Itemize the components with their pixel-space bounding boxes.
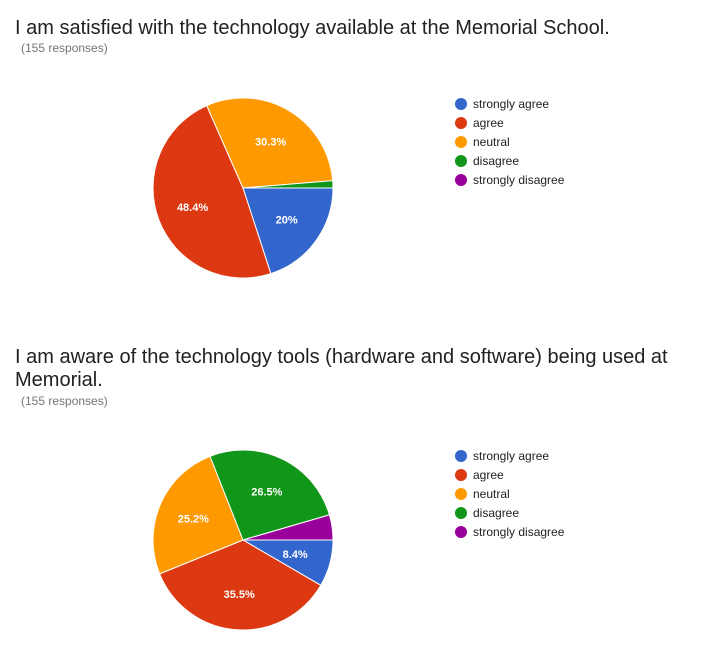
- pie-chart: 20% 48.4% 30.3%: [152, 97, 334, 279]
- legend-item-strongly-disagree[interactable]: strongly disagree: [455, 522, 564, 541]
- pie-slice-disagree: [242, 180, 334, 189]
- slice-label-disagree: 26.5%: [251, 487, 282, 499]
- pie-slice-neutral: [206, 97, 334, 189]
- legend-item-disagree[interactable]: disagree: [455, 503, 564, 522]
- slice-label-agree: 48.4%: [177, 202, 208, 214]
- pie-slice-strongly-disagree: [242, 514, 334, 541]
- legend-swatch: [455, 525, 467, 538]
- pie-slice-agree: [158, 539, 322, 631]
- legend-label: neutral: [473, 486, 510, 501]
- legend: strongly agree agree neutral disagree strong…: [455, 94, 564, 189]
- legend-label: strongly agree: [473, 448, 550, 463]
- legend-swatch: [455, 116, 467, 129]
- legend-swatch: [455, 154, 467, 167]
- legend-item-disagree[interactable]: disagree: [455, 151, 564, 170]
- legend-swatch: [455, 173, 467, 186]
- chart-title: I am satisfied with the technology avail…: [15, 17, 610, 39]
- legend-label: strongly disagree: [473, 172, 565, 187]
- response-count: (155 responses): [21, 41, 108, 55]
- legend-item-agree[interactable]: agree: [455, 465, 564, 484]
- legend-item-agree[interactable]: agree: [455, 113, 564, 132]
- legend-swatch: [455, 487, 467, 500]
- legend-swatch: [455, 135, 467, 148]
- legend-swatch: [455, 506, 467, 519]
- legend: strongly agree agree neutral disagree strong…: [455, 446, 564, 541]
- slice-label-agree: 35.5%: [224, 589, 255, 601]
- legend-swatch: [455, 97, 467, 110]
- legend-item-neutral[interactable]: neutral: [455, 132, 564, 151]
- pie-slice-disagree: [209, 449, 331, 541]
- pie-slice-strongly-agree: [242, 187, 334, 275]
- legend-item-strongly-agree[interactable]: strongly agree: [455, 94, 564, 113]
- slice-label-strongly-agree: 8.4%: [283, 549, 308, 561]
- legend-swatch: [455, 468, 467, 481]
- slice-label-neutral: 25.2%: [178, 514, 209, 526]
- response-count: (155 responses): [21, 394, 108, 408]
- pie-slice-agree: [152, 104, 272, 279]
- slice-label-neutral: 30.3%: [255, 137, 286, 149]
- legend-label: disagree: [473, 505, 520, 520]
- legend-label: strongly agree: [473, 96, 550, 111]
- legend-item-strongly-agree[interactable]: strongly agree: [455, 446, 564, 465]
- pie-slice-neutral: [152, 455, 244, 575]
- legend-item-strongly-disagree[interactable]: strongly disagree: [455, 170, 564, 189]
- legend-label: disagree: [473, 153, 520, 168]
- legend-label: agree: [473, 467, 504, 482]
- slice-label-strongly-agree: 20%: [276, 215, 298, 227]
- legend-label: strongly disagree: [473, 524, 565, 539]
- legend-item-neutral[interactable]: neutral: [455, 484, 564, 503]
- legend-label: neutral: [473, 134, 510, 149]
- legend-swatch: [455, 449, 467, 462]
- chart-title: I am aware of the technology tools (hard…: [15, 346, 668, 391]
- legend-label: agree: [473, 115, 504, 130]
